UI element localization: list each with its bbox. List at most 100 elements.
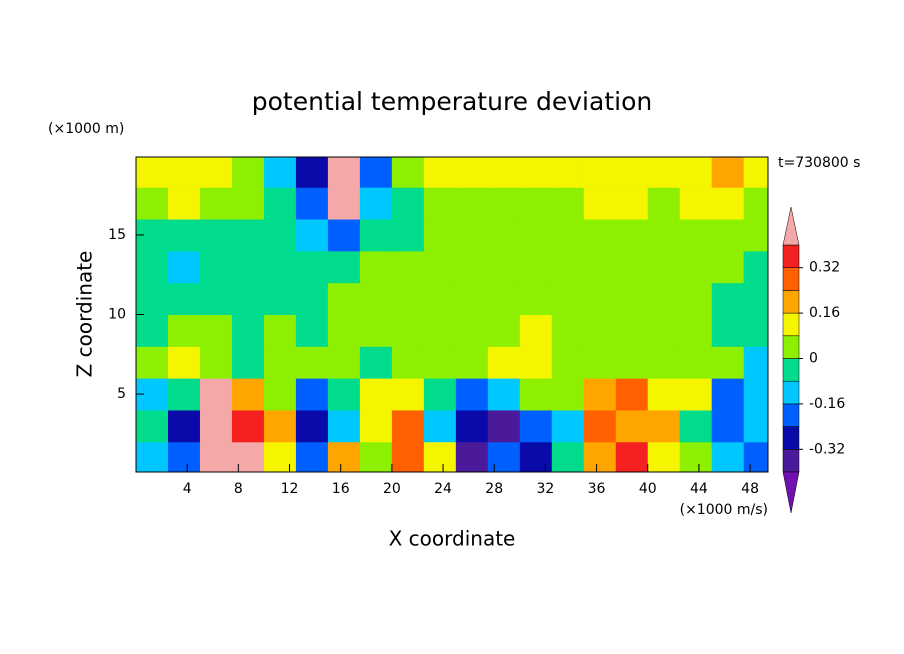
contour-cell: [263, 219, 297, 252]
contour-cell: [231, 409, 265, 443]
contour-cell: [743, 219, 769, 252]
contour-cell: [391, 441, 425, 473]
contour-cell: [711, 250, 745, 284]
contour-cell: [743, 282, 769, 315]
contour-cell: [519, 346, 553, 379]
contour-cell: [423, 346, 457, 379]
contour-cell: [263, 378, 297, 411]
contour-cell: [263, 187, 297, 220]
colorbar-tick-label: 0: [809, 351, 818, 367]
contour-cell: [199, 409, 233, 443]
contour-cell: [391, 409, 425, 443]
contour-cell: [423, 282, 457, 315]
contour-cell: [295, 187, 329, 220]
colorbar-band: [782, 449, 800, 473]
contour-cell: [583, 157, 617, 188]
chart-title: potential temperature deviation: [252, 87, 652, 116]
contour-cell: [551, 378, 585, 411]
contour-cell: [327, 282, 361, 315]
contour-cell: [519, 219, 553, 252]
contour-cell: [615, 157, 649, 188]
contour-cell: [359, 187, 393, 220]
x-tick-label: 28: [485, 481, 503, 497]
contour-cell: [679, 314, 713, 347]
contour-cell: [327, 409, 361, 443]
contour-cell: [327, 157, 361, 188]
contour-cell: [711, 314, 745, 347]
contour-cell: [551, 219, 585, 252]
contour-cell: [167, 157, 201, 188]
contour-cell: [455, 441, 489, 473]
colorbar-arrow-high: [782, 206, 800, 246]
x-tick-label: 48: [741, 481, 759, 497]
contour-cell: [487, 409, 521, 443]
contour-cell: [551, 441, 585, 473]
contour-cell: [647, 282, 681, 315]
contour-cell: [487, 219, 521, 252]
y-axis-title: Z coordinate: [73, 251, 97, 378]
contour-cell: [583, 409, 617, 443]
contour-cell: [711, 378, 745, 411]
contour-cell: [263, 409, 297, 443]
contour-cell: [615, 346, 649, 379]
y-unit: (×1000 m): [48, 121, 124, 137]
contour-cell: [199, 282, 233, 315]
contour-cell: [199, 346, 233, 379]
contour-cell: [199, 441, 233, 473]
time-label: t=730800 s: [778, 155, 860, 171]
contour-cell: [136, 250, 169, 284]
contour-cell: [136, 314, 169, 347]
contour-cell: [711, 441, 745, 473]
colorbar-band: [782, 358, 800, 382]
contour-cell: [551, 250, 585, 284]
contour-cell: [423, 187, 457, 220]
x-tick-label: 24: [434, 481, 452, 497]
contour-cell: [679, 157, 713, 188]
contour-cell: [359, 157, 393, 188]
contour-cell: [487, 282, 521, 315]
contour-cell: [295, 219, 329, 252]
contour-cell: [136, 187, 169, 220]
contour-cell: [487, 346, 521, 379]
contour-cell: [327, 378, 361, 411]
contour-cell: [615, 250, 649, 284]
contour-cell: [647, 250, 681, 284]
colorbar-band: [782, 267, 800, 291]
contour-cell: [231, 346, 265, 379]
contour-cell: [167, 441, 201, 473]
contour-cell: [295, 314, 329, 347]
contour-cell: [199, 250, 233, 284]
colorbar-band: [782, 426, 800, 450]
contour-cell: [583, 187, 617, 220]
contour-cell: [199, 219, 233, 252]
contour-cell: [583, 314, 617, 347]
contour-cell: [551, 187, 585, 220]
contour-cell: [295, 409, 329, 443]
contour-cell: [519, 250, 553, 284]
contour-cell: [743, 314, 769, 347]
contour-cell: [615, 314, 649, 347]
contour-cell: [327, 441, 361, 473]
contour-cell: [583, 282, 617, 315]
contour-cell: [583, 441, 617, 473]
contour-cell: [263, 441, 297, 473]
contour-cell: [359, 409, 393, 443]
contour-cell: [647, 409, 681, 443]
colorbar-tick-label: 0.32: [809, 260, 840, 276]
contour-cell: [327, 219, 361, 252]
contour-cell: [231, 378, 265, 411]
x-tick-label: 12: [281, 481, 299, 497]
contour-cell: [583, 250, 617, 284]
contour-cell: [327, 250, 361, 284]
contour-cell: [199, 378, 233, 411]
contour-cell: [359, 250, 393, 284]
colorbar-band: [782, 335, 800, 359]
colorbar-arrow-low: [782, 471, 800, 514]
contour-cell: [487, 187, 521, 220]
contour-cell: [231, 314, 265, 347]
contour-cell: [263, 282, 297, 315]
contour-cell: [743, 378, 769, 411]
contour-cell: [743, 441, 769, 473]
contour-cell: [295, 346, 329, 379]
contour-cell: [679, 187, 713, 220]
